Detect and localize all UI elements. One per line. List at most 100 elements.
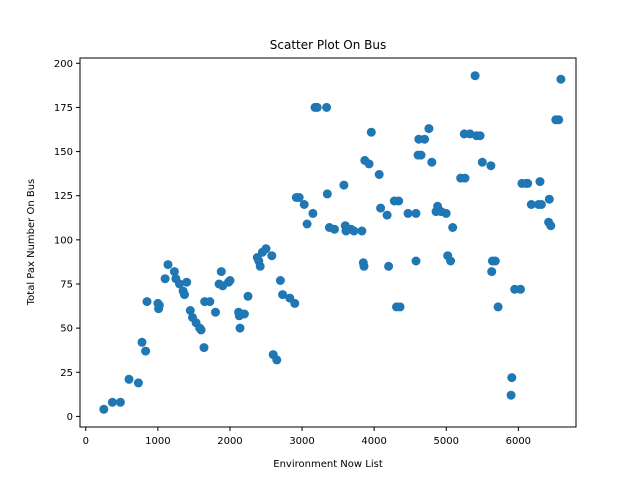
data-point-85 bbox=[416, 150, 426, 160]
data-point-5 bbox=[137, 337, 147, 347]
data-point-6 bbox=[141, 346, 151, 356]
data-point-26 bbox=[205, 297, 215, 307]
data-point-70 bbox=[364, 159, 374, 169]
data-point-82 bbox=[411, 256, 421, 266]
data-point-2 bbox=[115, 397, 125, 407]
data-point-53 bbox=[302, 219, 312, 229]
x-tick-label: 1000 bbox=[145, 436, 170, 447]
data-point-32 bbox=[225, 276, 235, 285]
x-tick-label: 2000 bbox=[217, 436, 242, 447]
data-point-115 bbox=[523, 178, 533, 188]
y-tick-label: 200 bbox=[54, 59, 73, 70]
x-tick-label: 4000 bbox=[361, 436, 386, 447]
data-point-19 bbox=[185, 306, 195, 315]
y-tick-label: 125 bbox=[54, 191, 73, 202]
y-tick-label: 0 bbox=[67, 412, 73, 423]
data-point-105 bbox=[487, 267, 497, 277]
data-point-72 bbox=[374, 170, 384, 179]
y-tick-label: 25 bbox=[60, 368, 73, 379]
data-point-86 bbox=[420, 134, 430, 144]
data-point-58 bbox=[322, 189, 332, 199]
data-point-100 bbox=[470, 71, 480, 81]
data-point-92 bbox=[441, 208, 451, 218]
data-point-23 bbox=[196, 325, 206, 335]
data-point-56 bbox=[312, 102, 322, 112]
data-point-98 bbox=[460, 173, 470, 183]
y-axis-label: Total Pax Number On Bus bbox=[26, 179, 37, 306]
data-point-15 bbox=[175, 279, 184, 289]
data-point-88 bbox=[427, 157, 437, 167]
data-point-29 bbox=[216, 267, 226, 277]
y-tick-label: 100 bbox=[54, 235, 73, 246]
data-point-17 bbox=[180, 290, 189, 300]
data-point-68 bbox=[359, 261, 369, 271]
data-point-108 bbox=[493, 302, 503, 312]
data-point-47 bbox=[278, 290, 288, 300]
data-point-121 bbox=[544, 194, 554, 204]
data-point-73 bbox=[376, 203, 386, 213]
y-tick-label: 50 bbox=[60, 324, 73, 335]
data-point-37 bbox=[243, 291, 253, 301]
plot-frame bbox=[79, 57, 577, 428]
x-tick-label: 5000 bbox=[434, 436, 459, 447]
data-point-74 bbox=[382, 210, 392, 220]
y-tick-label: 175 bbox=[54, 103, 73, 114]
data-point-78 bbox=[394, 196, 404, 206]
data-point-12 bbox=[163, 260, 173, 270]
data-point-112 bbox=[516, 284, 525, 294]
data-point-119 bbox=[536, 200, 546, 209]
data-point-124 bbox=[554, 115, 564, 125]
data-point-18 bbox=[182, 277, 192, 287]
chart-title: Scatter Plot On Bus bbox=[270, 38, 387, 52]
data-point-75 bbox=[384, 261, 394, 271]
y-axis-ticks: 0 25 50 75 100 125 150 175 200 bbox=[54, 59, 80, 423]
data-point-7 bbox=[142, 297, 152, 307]
y-tick-label: 150 bbox=[54, 147, 73, 158]
data-point-40 bbox=[255, 261, 265, 271]
y-tick-label: 75 bbox=[60, 279, 73, 290]
data-point-122 bbox=[546, 221, 556, 231]
data-point-71 bbox=[366, 127, 376, 137]
x-tick-label: 3000 bbox=[289, 436, 314, 447]
data-point-107 bbox=[490, 256, 500, 266]
data-point-3 bbox=[124, 374, 134, 384]
data-point-43 bbox=[267, 251, 277, 261]
data-point-4 bbox=[133, 378, 143, 388]
data-point-36 bbox=[239, 309, 249, 319]
data-point-49 bbox=[290, 298, 300, 308]
data-point-60 bbox=[330, 224, 339, 234]
data-point-27 bbox=[211, 307, 220, 317]
data-point-13 bbox=[169, 267, 179, 277]
data-point-116 bbox=[526, 200, 536, 209]
data-point-104 bbox=[486, 161, 496, 171]
data-point-42 bbox=[261, 244, 271, 254]
data-point-102 bbox=[475, 131, 485, 141]
data-point-65 bbox=[349, 226, 359, 236]
data-point-81 bbox=[411, 208, 421, 218]
data-point-87 bbox=[424, 124, 434, 134]
data-point-52 bbox=[299, 200, 309, 209]
data-point-35 bbox=[235, 323, 245, 333]
x-axis-label: Environment Now List bbox=[273, 459, 383, 470]
data-point-11 bbox=[160, 274, 170, 284]
data-point-94 bbox=[446, 256, 456, 266]
data-point-103 bbox=[477, 157, 487, 167]
data-point-79 bbox=[395, 302, 405, 312]
data-point-24 bbox=[199, 343, 209, 353]
x-axis-ticks: 0 1000 2000 3000 4000 5000 6000 bbox=[83, 427, 531, 447]
data-point-51 bbox=[294, 193, 304, 202]
data-point-57 bbox=[322, 102, 332, 112]
data-point-0 bbox=[99, 404, 109, 414]
data-point-95 bbox=[448, 223, 458, 232]
data-point-66 bbox=[357, 226, 367, 236]
data-point-45 bbox=[272, 355, 282, 365]
data-point-10 bbox=[154, 300, 164, 310]
data-point-118 bbox=[535, 177, 545, 187]
data-point-54 bbox=[308, 208, 318, 218]
data-point-80 bbox=[403, 208, 413, 218]
points-layer bbox=[99, 71, 566, 414]
data-point-125 bbox=[556, 74, 566, 84]
data-point-1 bbox=[107, 397, 117, 407]
